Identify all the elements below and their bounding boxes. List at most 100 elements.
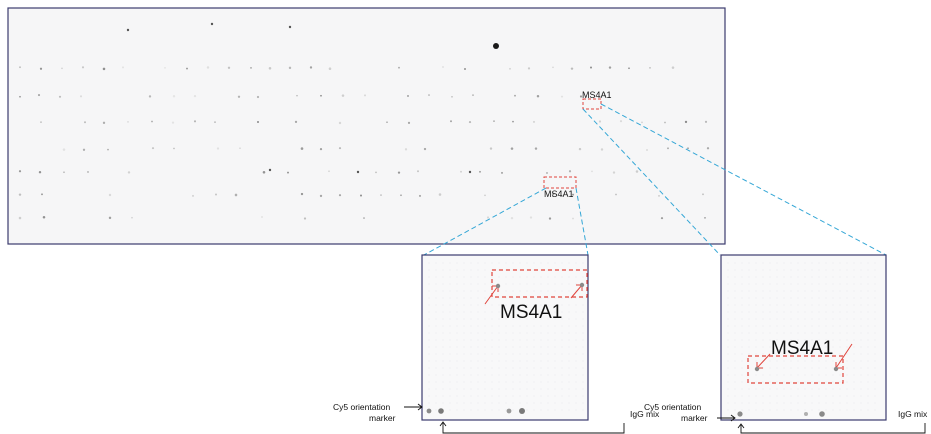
array-spot xyxy=(442,276,444,278)
array-spot xyxy=(256,95,260,99)
array-spot xyxy=(860,339,862,341)
orientation-spot xyxy=(426,408,432,414)
array-spot xyxy=(435,283,437,285)
array-spot xyxy=(540,283,542,285)
array-spot xyxy=(62,148,66,151)
array-spot xyxy=(442,367,444,369)
array-spot xyxy=(519,388,521,390)
array-spot xyxy=(874,381,876,383)
array-spot xyxy=(860,388,862,390)
array-spot xyxy=(874,290,876,292)
array-spot xyxy=(442,325,444,327)
array-spot xyxy=(547,311,549,313)
array-spot xyxy=(498,360,500,362)
array-spot xyxy=(811,332,813,334)
array-spot xyxy=(804,395,806,397)
array-spot xyxy=(874,311,876,313)
array-spot xyxy=(533,339,535,341)
array-spot xyxy=(463,311,465,313)
array-spot xyxy=(755,374,757,376)
array-spot xyxy=(604,94,606,97)
array-spot xyxy=(423,147,427,151)
array-spot xyxy=(734,367,736,369)
array-spot xyxy=(519,332,521,334)
array-spot xyxy=(811,374,813,376)
array-spot xyxy=(554,388,556,390)
array-spot xyxy=(450,120,452,123)
array-spot xyxy=(818,269,820,271)
array-spot xyxy=(797,283,799,285)
zoom-grid-left xyxy=(428,262,584,411)
array-spot xyxy=(783,325,785,327)
array-spot xyxy=(171,121,175,124)
array-spot xyxy=(825,381,827,383)
array-spot xyxy=(519,395,521,397)
array-spot xyxy=(234,193,238,197)
array-spot xyxy=(776,381,778,383)
array-spot xyxy=(804,276,806,278)
array-spot xyxy=(428,332,430,334)
array-spot xyxy=(526,395,528,397)
array-spot xyxy=(615,193,617,196)
array-spot xyxy=(449,339,451,341)
array-spot xyxy=(510,147,514,150)
array-spot xyxy=(463,346,465,348)
array-spot xyxy=(575,318,577,320)
array-spot xyxy=(540,325,542,327)
array-spot xyxy=(797,360,799,362)
array-spot xyxy=(874,332,876,334)
array-spot xyxy=(575,276,577,278)
array-spot xyxy=(456,297,458,299)
array-spot xyxy=(428,346,430,348)
array-spot xyxy=(762,346,764,348)
array-spot xyxy=(598,120,602,123)
array-spot xyxy=(589,66,593,69)
array-spot xyxy=(860,311,862,313)
array-spot xyxy=(818,409,820,411)
array-spot xyxy=(428,290,430,292)
array-spot xyxy=(783,339,785,341)
array-spot xyxy=(776,353,778,355)
array-spot xyxy=(418,194,422,197)
array-spot xyxy=(540,304,542,306)
array-spot xyxy=(825,276,827,278)
array-spot xyxy=(477,332,479,334)
array-spot xyxy=(658,195,660,197)
array-spot xyxy=(839,318,841,320)
array-spot xyxy=(748,262,750,264)
array-spot xyxy=(561,332,563,334)
array-spot xyxy=(512,402,514,404)
array-spot xyxy=(727,409,729,411)
array-spot xyxy=(846,353,848,355)
array-spot xyxy=(568,381,570,383)
array-spot xyxy=(456,318,458,320)
array-spot xyxy=(428,311,430,313)
array-spot xyxy=(575,402,577,404)
array-spot xyxy=(769,374,771,376)
array-spot xyxy=(193,94,197,98)
array-spot xyxy=(512,395,514,397)
array-spot xyxy=(727,395,729,397)
array-spot xyxy=(755,353,757,355)
array-spot xyxy=(874,262,876,264)
array-spot xyxy=(664,121,666,124)
array-spot xyxy=(874,304,876,306)
array-spot xyxy=(853,276,855,278)
array-spot xyxy=(874,297,876,299)
array-spot xyxy=(741,311,743,313)
array-spot xyxy=(484,194,486,197)
array-spot xyxy=(505,353,507,355)
array-spot xyxy=(526,283,528,285)
array-spot xyxy=(554,262,556,264)
array-spot xyxy=(741,346,743,348)
array-spot xyxy=(540,318,542,320)
array-spot xyxy=(727,346,729,348)
array-spot xyxy=(546,172,548,174)
array-spot xyxy=(790,318,792,320)
array-spot xyxy=(87,171,89,173)
array-spot xyxy=(533,262,535,264)
array-spot xyxy=(547,346,549,348)
array-spot xyxy=(435,262,437,264)
array-spot xyxy=(519,311,521,313)
array-spot xyxy=(477,339,479,341)
